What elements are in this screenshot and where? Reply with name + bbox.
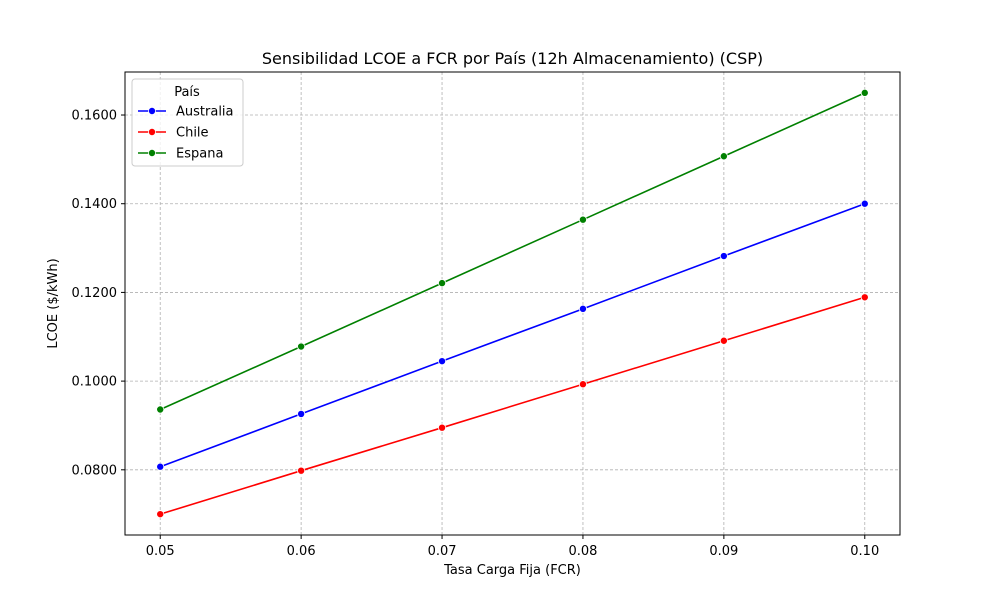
y-tick-label: 0.1400 (72, 197, 118, 212)
legend-box (131, 78, 244, 167)
x-tick-label: 0.06 (287, 544, 316, 559)
series-chile (156, 293, 869, 519)
legend-item-australia: Australia (138, 105, 234, 120)
data-point-chile (156, 510, 165, 519)
legend-label-australia: Australia (176, 105, 234, 120)
legend-item-espana: Espana (138, 147, 223, 162)
chart-title: Sensibilidad LCOE a FCR por País (12h Al… (262, 49, 763, 68)
data-point-espana (156, 405, 165, 414)
x-tick-label: 0.10 (850, 544, 879, 559)
data-point-chile (860, 293, 869, 302)
data-point-chile (719, 336, 728, 345)
y-axis: 0.0800 0.1000 0.1200 0.1400 0.1600 (72, 109, 125, 478)
series-line-espana (159, 92, 866, 411)
x-tick-label: 0.05 (146, 544, 175, 559)
plot-frame (124, 71, 901, 536)
data-point-espana (438, 279, 447, 288)
y-tick-label: 0.1200 (72, 286, 118, 301)
series-line-chile (159, 296, 866, 515)
legend-title: País (174, 85, 200, 100)
y-axis-label: LCOE ($/kWh) (46, 258, 61, 348)
x-tick-label: 0.07 (428, 544, 457, 559)
data-point-australia (578, 304, 587, 313)
data-point-espana (860, 88, 869, 97)
x-axis-label: Tasa Carga Fija (FCR) (443, 563, 581, 578)
x-axis: 0.05 0.06 0.07 0.08 0.09 0.10 (146, 535, 879, 559)
legend-item-chile: Chile (138, 126, 209, 141)
legend-label-espana: Espana (176, 147, 223, 162)
data-point-espana (719, 152, 728, 161)
legend-items: Australia Chile Espana (138, 105, 234, 162)
series-line-australia (159, 202, 866, 468)
legend: País Australia Chile Espana (131, 78, 244, 167)
data-point-australia (719, 252, 728, 261)
data-point-australia (438, 357, 447, 366)
legend-marker-australia (147, 107, 156, 116)
y-tick-label: 0.1000 (72, 375, 118, 390)
x-tick-label: 0.08 (568, 544, 597, 559)
data-point-chile (438, 423, 447, 432)
x-tick-label: 0.09 (709, 544, 738, 559)
data-point-australia (297, 409, 306, 418)
legend-label-chile: Chile (176, 126, 209, 141)
data-point-australia (156, 462, 165, 471)
data-point-espana (578, 215, 587, 224)
data-point-espana (297, 342, 306, 351)
series-group (156, 88, 869, 519)
y-tick-label: 0.1600 (72, 109, 118, 124)
y-tick-label: 0.0800 (72, 463, 118, 478)
series-australia (156, 199, 869, 471)
grid (125, 72, 900, 535)
legend-marker-chile (147, 127, 156, 136)
data-point-chile (578, 380, 587, 389)
data-point-chile (297, 466, 306, 475)
data-point-australia (860, 199, 869, 208)
legend-marker-espana (147, 148, 156, 157)
series-espana (156, 88, 869, 414)
